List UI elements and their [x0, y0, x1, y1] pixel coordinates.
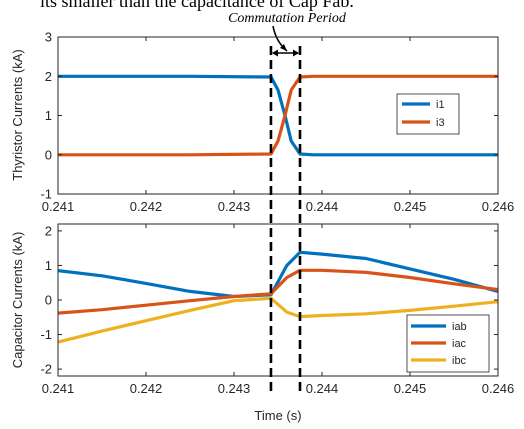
thyristor-xtick-label: 0.242: [130, 199, 163, 214]
capacitor-xtick-label: 0.243: [218, 381, 251, 396]
capacitor-xtick-label: 0.241: [42, 381, 75, 396]
capacitor-ticks: 0.241 0.242 0.243 0.244 0.245 0.246 -2 -1 0 1 2: [40, 223, 514, 396]
capacitor-xtick-label: 0.246: [482, 381, 515, 396]
capacitor-ytick-label: -1: [40, 327, 52, 342]
thyristor-ytick-label: 1: [45, 108, 52, 123]
top-caption: its smaller than the capacitance of Cap …: [40, 0, 354, 11]
legend-i3-label: i3: [436, 117, 445, 129]
thyristor-ytick-label: 2: [45, 69, 52, 84]
capacitor-legend: iab iac ibc: [406, 314, 490, 373]
commutation-span-arrowhead-left: [271, 49, 278, 57]
capacitor-ytick-label: 1: [45, 258, 52, 273]
capacitor-ytick-label: -2: [40, 362, 52, 377]
capacitor-xtick-label: 0.244: [306, 381, 339, 396]
capacitor-series-ibc: [57, 296, 499, 344]
legend-ibc-label: ibc: [452, 355, 467, 367]
capacitor-ytick-label: 2: [45, 223, 52, 238]
thyristor-ylabel: Thyristor Currents (kA): [10, 49, 25, 180]
thyristor-ytick-label: 0: [45, 147, 52, 162]
legend-iac-label: iac: [452, 338, 467, 350]
commutation-span-arrowhead-right: [293, 49, 299, 57]
capacitor-currents-panel: 0.241 0.242 0.243 0.244 0.245 0.246 -2 -1 0 1 2 Ca…: [10, 223, 514, 423]
thyristor-xtick-label: 0.244: [306, 199, 339, 214]
thyristor-currents-panel: 0.241 0.242 0.243 0.244 0.245 0.246 -1 0 1 2 3 Thy…: [10, 30, 514, 215]
legend-i1-label: i1: [436, 99, 445, 111]
capacitor-xlabel: Time (s): [254, 408, 301, 423]
capacitor-series-iab: [57, 250, 499, 299]
capacitor-xtick-label: 0.242: [130, 381, 163, 396]
thyristor-ticks: 0.241 0.242 0.243 0.244 0.245 0.246 -1 0 1 2 3: [40, 30, 514, 215]
thyristor-series-layer: [58, 74, 498, 157]
thyristor-xtick-label: 0.246: [482, 199, 515, 214]
thyristor-xtick-label: 0.241: [42, 199, 75, 214]
commutation-markers: [269, 46, 302, 396]
commutation-period-label: Commutation Period: [228, 11, 347, 26]
legend-iab-label: iab: [452, 321, 467, 333]
thyristor-series-i3: [58, 74, 498, 157]
capacitor-series-iac: [57, 268, 499, 315]
capacitor-xtick-label: 0.245: [394, 381, 427, 396]
thyristor-legend: i1 i3: [396, 93, 460, 135]
thyristor-legend-box: [396, 93, 460, 135]
thyristor-ytick-label: -1: [40, 187, 52, 202]
capacitor-ylabel: Capacitor Currents (kA): [10, 232, 25, 369]
annotation-arrowhead: [280, 44, 287, 51]
thyristor-xtick-label: 0.243: [218, 199, 251, 214]
capacitor-ytick-label: 0: [45, 293, 52, 308]
thyristor-ytick-label: 3: [45, 30, 52, 45]
capacitor-series-layer: [57, 250, 499, 344]
thyristor-xtick-label: 0.245: [394, 199, 427, 214]
